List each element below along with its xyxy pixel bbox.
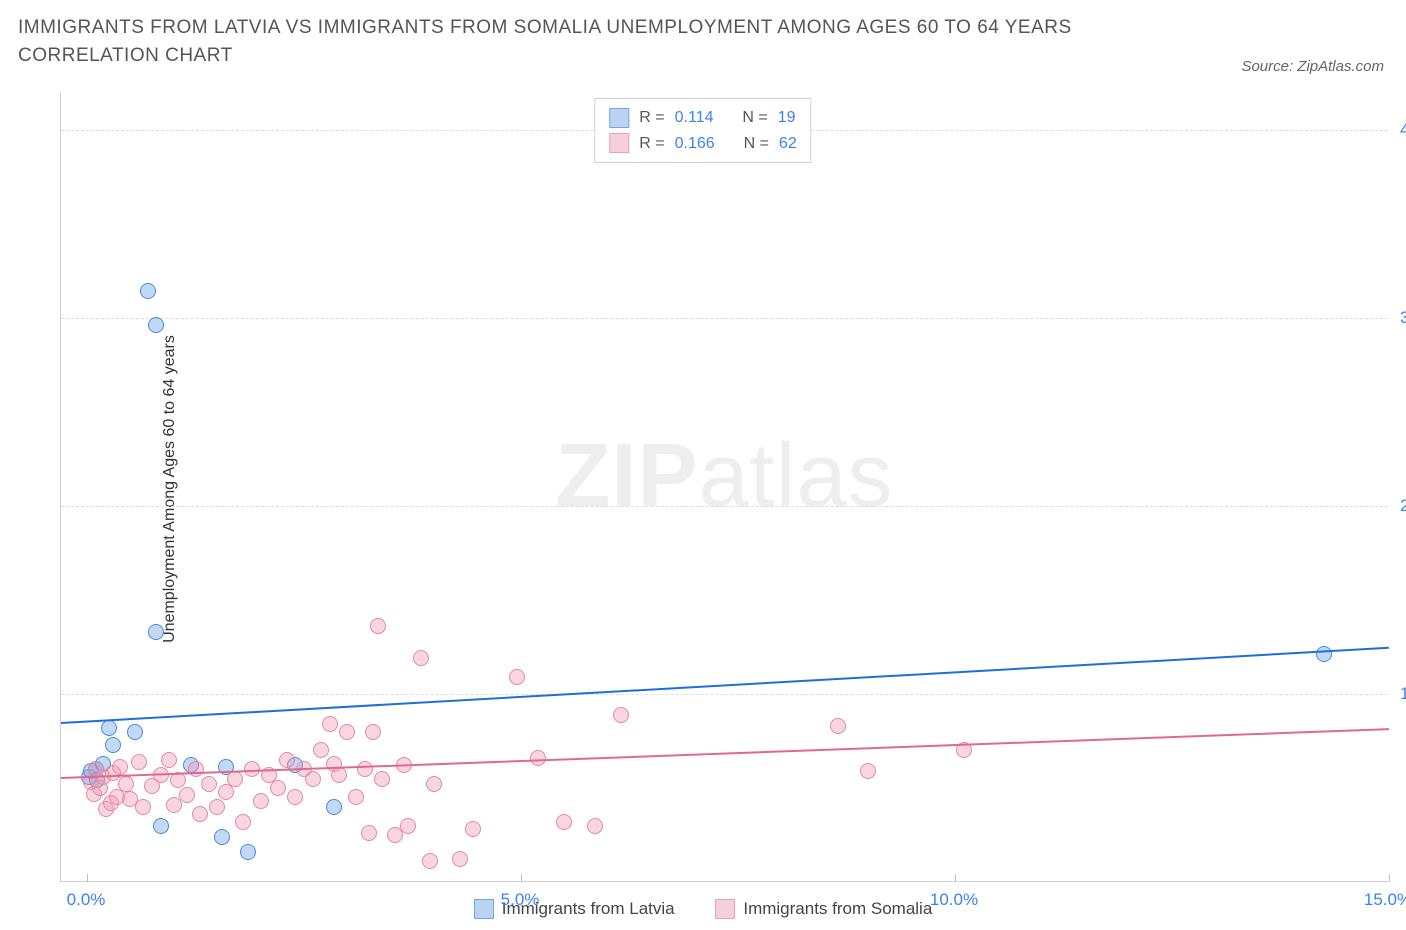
data-point-latvia [214,829,230,845]
watermark: ZIPatlas [555,425,893,528]
data-point-somalia [365,724,381,740]
data-point-somalia [509,669,525,685]
data-point-somalia [179,787,195,803]
n-prefix: N = [744,131,769,157]
data-point-latvia [148,317,164,333]
legend-stats-box: R = 0.114 N = 19 R = 0.166 N = 62 [594,98,811,163]
watermark-zip: ZIP [555,426,698,526]
data-point-somalia [331,767,347,783]
data-point-somalia [322,716,338,732]
data-point-somalia [135,799,151,815]
data-point-somalia [530,750,546,766]
watermark-atlas: atlas [698,426,893,526]
legend-series: Immigrants from Latvia Immigrants from S… [0,899,1406,924]
legend-label-somalia: Immigrants from Somalia [743,899,932,919]
r-value-somalia: 0.166 [675,131,715,157]
x-tick [521,874,522,882]
data-point-somalia [413,650,429,666]
legend-stats-row-somalia: R = 0.166 N = 62 [609,131,796,157]
x-tick [1389,874,1390,882]
chart-title: IMMIGRANTS FROM LATVIA VS IMMIGRANTS FRO… [18,14,1118,69]
data-point-latvia [148,624,164,640]
data-point-somalia [361,825,377,841]
n-prefix: N = [742,105,767,131]
data-point-somalia [422,853,438,869]
data-point-latvia [140,283,156,299]
data-point-latvia [105,737,121,753]
data-point-somalia [201,776,217,792]
data-point-somalia [209,799,225,815]
data-point-somalia [400,818,416,834]
data-point-somalia [305,771,321,787]
data-point-somalia [426,776,442,792]
r-prefix: R = [639,131,664,157]
trend-line-somalia [61,728,1389,779]
x-tick-label: 15.0% [1364,890,1406,910]
plot-area: ZIPatlas [60,92,1388,882]
data-point-latvia [101,720,117,736]
data-point-latvia [127,724,143,740]
source-label: Source: ZipAtlas.com [1241,58,1384,75]
data-point-latvia [153,818,169,834]
data-point-somalia [253,793,269,809]
n-value-somalia: 62 [779,131,797,157]
swatch-latvia [609,108,629,128]
gridline [61,694,1388,695]
data-point-latvia [1316,646,1332,662]
legend-item-somalia: Immigrants from Somalia [715,899,932,919]
data-point-somalia [313,742,329,758]
data-point-somalia [192,806,208,822]
trend-line-latvia [61,647,1389,724]
x-tick-label: 0.0% [67,890,106,910]
swatch-somalia [715,899,735,919]
data-point-somalia [339,724,355,740]
data-point-somalia [452,851,468,867]
data-point-somalia [556,814,572,830]
data-point-somalia [270,780,286,796]
data-point-somalia [235,814,251,830]
r-prefix: R = [639,105,664,131]
data-point-somalia [830,718,846,734]
data-point-somalia [370,618,386,634]
data-point-latvia [240,844,256,860]
gridline [61,318,1388,319]
data-point-somalia [357,761,373,777]
data-point-somalia [587,818,603,834]
data-point-somalia [860,763,876,779]
data-point-somalia [613,707,629,723]
data-point-somalia [131,754,147,770]
data-point-somalia [118,776,134,792]
x-tick [87,874,88,882]
data-point-somalia [465,821,481,837]
n-value-latvia: 19 [778,105,796,131]
data-point-somalia [374,771,390,787]
data-point-latvia [326,799,342,815]
data-point-somalia [227,771,243,787]
x-tick [955,874,956,882]
legend-stats-row-latvia: R = 0.114 N = 19 [609,105,796,131]
x-tick-label: 5.0% [501,890,540,910]
data-point-somalia [287,789,303,805]
gridline [61,506,1388,507]
swatch-latvia [474,899,494,919]
r-value-latvia: 0.114 [675,105,714,131]
swatch-somalia [609,133,629,153]
data-point-somalia [112,759,128,775]
data-point-somalia [279,752,295,768]
x-tick-label: 10.0% [930,890,978,910]
data-point-somalia [348,789,364,805]
data-point-somalia [161,752,177,768]
data-point-somalia [188,761,204,777]
